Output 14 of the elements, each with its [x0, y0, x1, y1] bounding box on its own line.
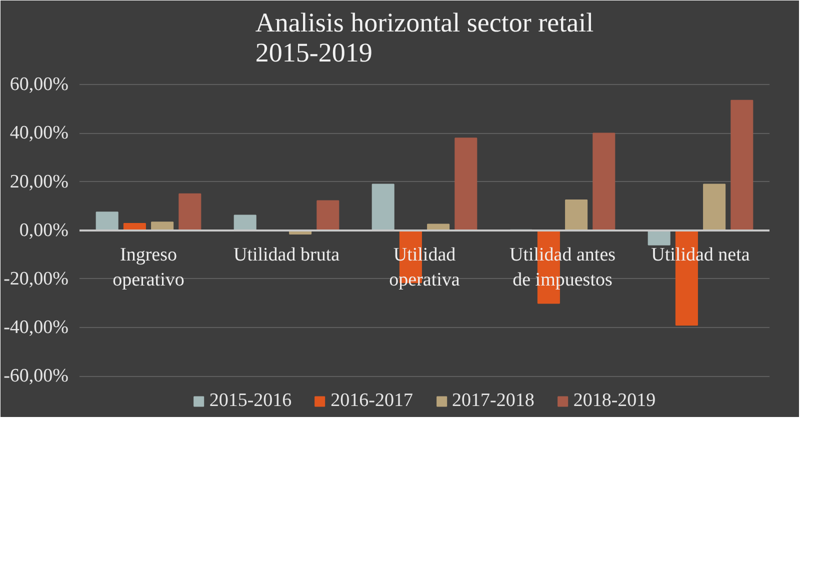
- chart-title: Analisis horizontal sector retail 2015-2019: [255, 8, 594, 68]
- y-tick-label: -60,00%: [4, 366, 69, 387]
- y-tick-label: 60,00%: [10, 74, 69, 96]
- y-tick-label: -20,00%: [4, 268, 69, 290]
- legend-label: 2018-2019: [573, 390, 656, 412]
- y-tick-label: 40,00%: [10, 122, 69, 144]
- y-tick-label: 20,00%: [10, 171, 69, 192]
- legend-label: 2016-2017: [330, 390, 413, 412]
- y-tick-label: 0,00%: [19, 220, 69, 241]
- x-tick-label: Utilidad bruta: [233, 244, 340, 266]
- y-tick-label: -40,00%: [4, 317, 69, 338]
- legend-label: 2017-2018: [452, 390, 534, 412]
- legend-label: 2015-2016: [209, 390, 292, 412]
- x-tick-label: Ingreso operativo: [112, 244, 184, 291]
